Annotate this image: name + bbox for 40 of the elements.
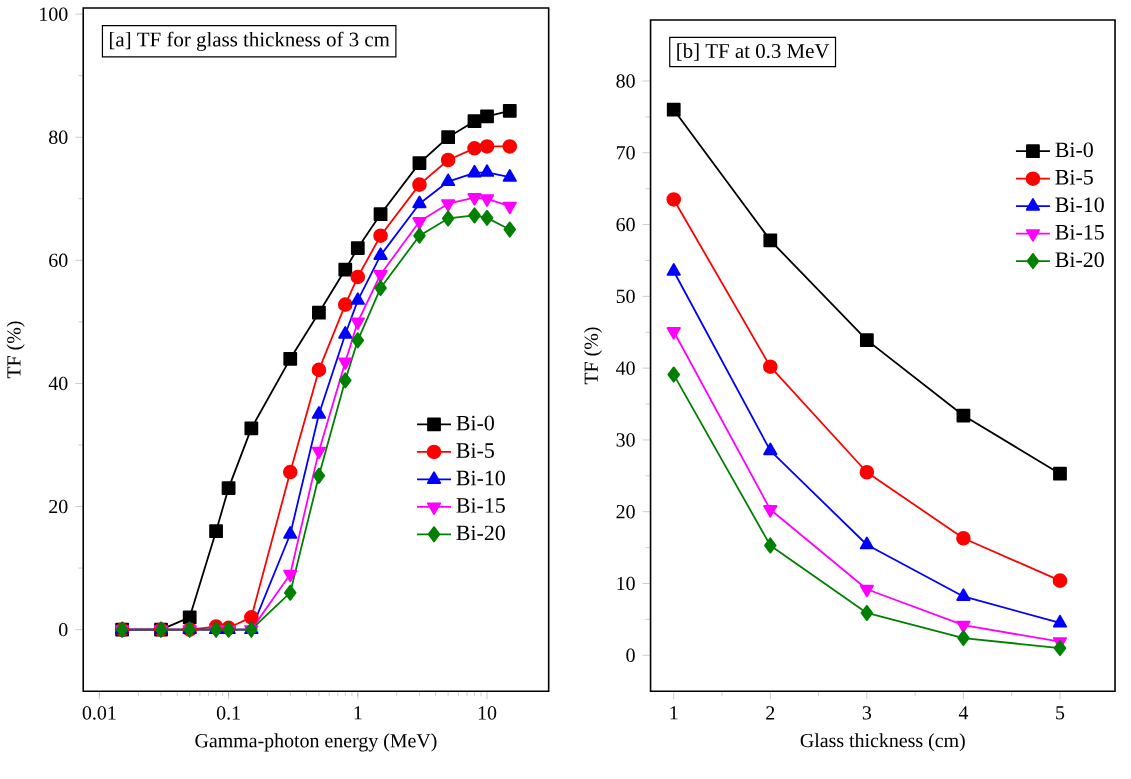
y-tick-label: 40 bbox=[616, 361, 635, 375]
x-tick-label: 3 bbox=[862, 706, 872, 720]
x-tick-label: 0.01 bbox=[82, 706, 116, 720]
legend-label: Bi-0 bbox=[1055, 142, 1093, 158]
y-tick-label: 20 bbox=[49, 499, 68, 514]
y-tick-label: 70 bbox=[616, 146, 635, 160]
legend-label: Bi-20 bbox=[1055, 252, 1104, 268]
legend-label: Bi-10 bbox=[456, 470, 505, 486]
x-tick-label: 0.1 bbox=[216, 706, 240, 720]
y-tick-label: 10 bbox=[617, 576, 635, 591]
legend-label: Bi-5 bbox=[1055, 169, 1093, 185]
x-tick-label: 1 bbox=[670, 706, 678, 720]
y-tick-label: 60 bbox=[49, 253, 68, 268]
y-tick-label: 50 bbox=[616, 289, 635, 304]
y-tick-label: 80 bbox=[49, 130, 68, 144]
legend-label: Bi-15 bbox=[456, 498, 505, 513]
legend-label: Bi-15 bbox=[1055, 224, 1104, 240]
legend-label: Bi-10 bbox=[1055, 197, 1104, 213]
text: [a] TF for glass thickness of 3 cm bbox=[109, 31, 390, 51]
legend-label: Bi-20 bbox=[456, 525, 505, 541]
y-axis-title: TF (%) bbox=[6, 321, 25, 379]
y-tick-label: 0 bbox=[626, 648, 635, 662]
y-tick-label: 30 bbox=[616, 433, 635, 447]
x-axis-title: Gamma-photon energy (MeV) bbox=[195, 733, 437, 752]
x-tick-label: 2 bbox=[766, 706, 775, 720]
y-tick-label: 20 bbox=[616, 504, 635, 519]
x-tick-label: 1 bbox=[354, 706, 362, 720]
y-tick-label: 0 bbox=[59, 622, 68, 637]
x-tick-label: 10 bbox=[478, 706, 497, 720]
text: [b] TF at 0.3 MeV bbox=[677, 43, 830, 61]
x-tick-label: 4 bbox=[958, 706, 969, 720]
y-axis-title: TF (%) bbox=[583, 327, 602, 385]
x-tick-label: 5 bbox=[1056, 706, 1065, 720]
legend-label: Bi-0 bbox=[456, 415, 494, 431]
y-tick-label: 80 bbox=[616, 74, 635, 88]
y-tick-label: 100 bbox=[40, 7, 68, 21]
y-tick-label: 40 bbox=[48, 376, 68, 391]
y-tick-label: 60 bbox=[616, 217, 635, 232]
x-axis-title: Glass thickness (cm) bbox=[800, 733, 965, 752]
legend-label: Bi-5 bbox=[456, 443, 494, 458]
